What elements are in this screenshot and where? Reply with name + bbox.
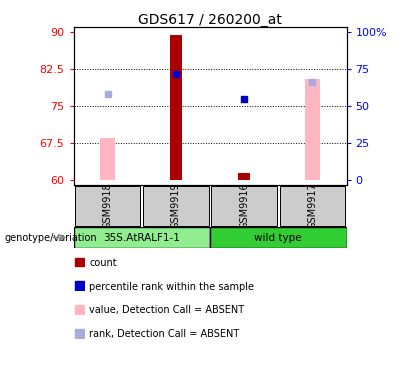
Bar — [170, 35, 182, 180]
Bar — [280, 186, 345, 226]
Bar — [74, 227, 210, 248]
Bar — [211, 186, 277, 226]
Text: GDS617 / 260200_at: GDS617 / 260200_at — [138, 13, 282, 27]
Text: count: count — [89, 258, 117, 268]
Bar — [75, 186, 140, 226]
Text: 35S.AtRALF1-1: 35S.AtRALF1-1 — [103, 232, 180, 243]
Text: genotype/variation: genotype/variation — [4, 232, 97, 243]
Bar — [305, 79, 320, 180]
Bar — [210, 227, 346, 248]
Text: value, Detection Call = ABSENT: value, Detection Call = ABSENT — [89, 305, 244, 315]
Bar — [238, 172, 250, 180]
Text: percentile rank within the sample: percentile rank within the sample — [89, 281, 255, 292]
Bar — [75, 258, 84, 266]
Text: GSM9919: GSM9919 — [171, 183, 181, 229]
Bar — [75, 329, 84, 338]
Bar — [75, 305, 84, 314]
Text: wild type: wild type — [255, 232, 302, 243]
Bar — [100, 138, 115, 180]
Text: GSM9917: GSM9917 — [307, 183, 318, 229]
Bar — [143, 186, 209, 226]
Text: rank, Detection Call = ABSENT: rank, Detection Call = ABSENT — [89, 329, 240, 339]
Text: GSM9918: GSM9918 — [102, 183, 113, 229]
Text: GSM9916: GSM9916 — [239, 183, 249, 229]
Bar — [75, 281, 84, 290]
